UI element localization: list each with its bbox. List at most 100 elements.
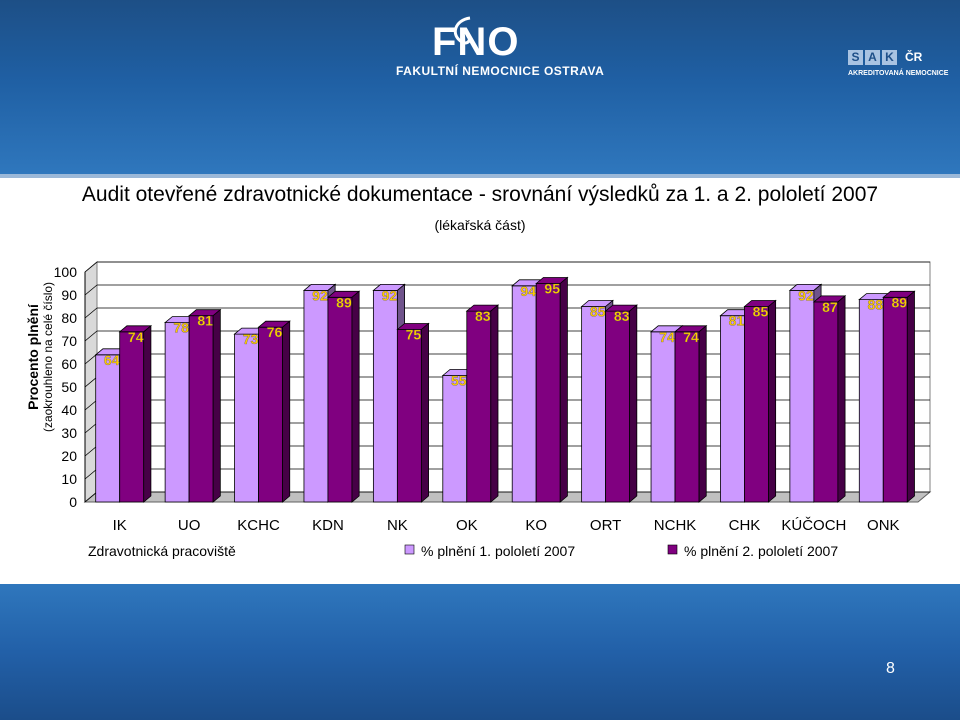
gridline-side [84,422,98,434]
bar-front [258,326,283,503]
x-tick-label: KÚČOCH [781,517,846,534]
gridline-side [84,353,98,365]
data-label: 92 [798,287,814,303]
bar [326,290,361,503]
y-tick-label: 90 [61,287,77,303]
sak-cr: ČR [905,50,923,64]
sak-badge: S A K ČR [848,48,923,66]
bar-front [813,301,839,503]
bar [257,320,291,503]
bar-front [327,296,353,503]
logo-text: FAKULTNÍ NEMOCNICE OSTRAVA [396,64,605,78]
data-label: 87 [822,299,838,315]
data-label: 83 [614,308,630,324]
data-label: 75 [406,327,422,343]
data-label: 94 [520,283,536,299]
bar-side [420,322,429,503]
data-label: 95 [544,281,560,297]
data-label: 74 [683,329,699,345]
bar-front [674,331,700,503]
y-axis-title: Procento plnění [25,303,41,410]
bar-front [650,331,676,503]
data-label: 92 [312,287,328,303]
y-tick-label: 10 [61,471,77,487]
data-label: 88 [868,297,884,313]
header-banner [0,0,960,174]
bar [535,276,569,503]
data-label: 74 [128,329,144,345]
data-label: 81 [729,313,745,329]
data-label: 92 [382,287,398,303]
data-label: 64 [104,352,120,368]
bar-front [744,306,769,503]
x-tick-label: NK [387,517,408,534]
fno-logo-icon [453,16,471,45]
x-tick-label: OK [456,517,478,534]
data-label: 55 [451,373,467,389]
bar [118,324,153,503]
page-number: 8 [886,660,895,677]
y-tick-label: 100 [54,264,78,280]
bar [673,324,708,503]
x-tick-label: UO [178,517,201,534]
x-axis-title: Zdravotnická pracoviště [88,543,236,559]
bar-front [511,285,537,503]
bar-front [858,299,884,503]
x-tick-label: IK [113,517,127,534]
gridline-side [84,307,98,319]
y-tick-label: 40 [61,402,77,418]
bar-front [581,306,607,503]
bar [743,299,777,503]
data-label: 89 [892,294,908,310]
bar-front [95,354,121,503]
data-label: 83 [475,308,491,324]
bar [812,295,847,503]
bar-side [282,320,291,503]
sak-letter-k: K [882,50,897,65]
header-divider [0,174,960,178]
gridline-side [84,445,98,457]
bar [465,304,500,503]
x-tick-label: CHK [729,517,761,534]
bar-front [466,310,492,503]
x-tick-label: NCHK [654,517,697,534]
bar-side [351,290,360,503]
bar-front [303,289,329,503]
data-label: 76 [267,324,283,340]
bar-front [188,315,214,503]
bar-front [164,322,190,503]
chart-subtitle: (lékařská část) [434,217,526,233]
bar-side [629,304,638,503]
bar-front [720,315,745,503]
gridline-side [84,399,98,411]
sak-letter-s: S [848,50,863,65]
y-tick-label: 70 [61,333,77,349]
bar-front [789,289,815,503]
gridline-side [84,491,98,503]
y-tick-label: 80 [61,310,77,326]
legend-label: % plnění 1. pololetí 2007 [421,543,575,559]
bar [188,308,222,503]
bar-side [837,295,846,503]
bar-side [143,324,152,503]
bar-front [119,331,145,503]
sak-letter-a: A [865,50,880,65]
legend-swatch [404,544,415,555]
bar [396,322,430,503]
bar-front [605,310,631,503]
gridline-side [84,376,98,388]
bar-front [396,329,422,503]
bar-front [882,296,908,503]
chart-title: Audit otevřené zdravotnické dokumentace … [81,183,879,206]
x-tick-label: KO [525,517,547,534]
bar-front [442,375,468,503]
bar-side [768,299,777,503]
y-tick-label: 30 [61,425,77,441]
gridline-side [84,261,98,273]
data-label: 78 [173,320,189,336]
data-label: 81 [197,313,213,329]
x-tick-label: ONK [867,517,900,534]
legend-label: % plnění 2. pololetí 2007 [684,543,838,559]
gridline-side [84,330,98,342]
bar-front [234,333,259,503]
